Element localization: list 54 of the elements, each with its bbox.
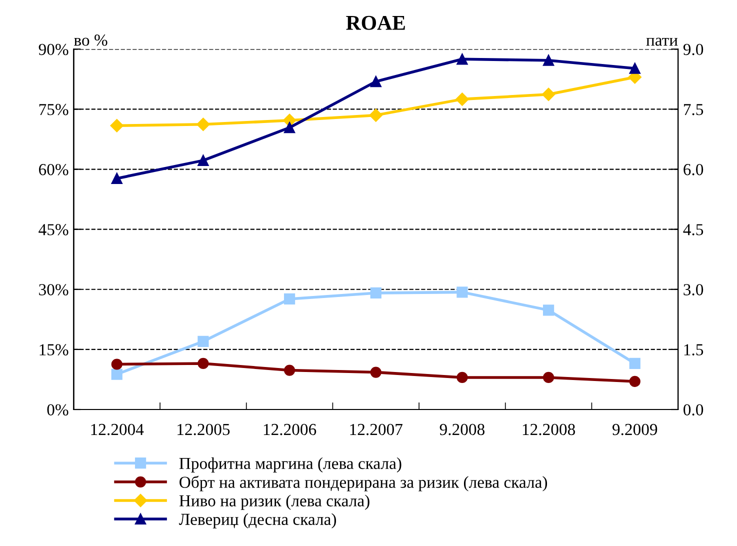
point xyxy=(542,372,554,384)
y2-tick-label: 9.0 xyxy=(683,44,704,56)
legend-label: Профитна маргина (лева скала) xyxy=(179,457,402,472)
point xyxy=(369,108,382,122)
y2-tick-label: 3.0 xyxy=(684,284,704,296)
y2-tick-label: 4.5 xyxy=(683,224,704,236)
point xyxy=(542,88,556,101)
x-tick-label: 9.2009 xyxy=(612,424,658,436)
point xyxy=(111,358,122,370)
x-tick-label: 12.2005 xyxy=(178,424,230,436)
y-tick-label: 60% xyxy=(39,164,68,176)
y-axis-title: во % xyxy=(74,34,108,46)
y2-tick-label: 7.5 xyxy=(684,104,704,116)
legend-label: Левериџ (десна скала) xyxy=(179,513,336,528)
x-tick-label: 12.2006 xyxy=(264,424,316,436)
legend-label: Обрт на активата пондерирана за ризик (лева скала) xyxy=(180,476,548,492)
point xyxy=(198,336,209,347)
point xyxy=(284,122,296,134)
point xyxy=(111,368,122,380)
point xyxy=(370,366,382,378)
y-tick-label: 75% xyxy=(39,104,68,116)
point xyxy=(629,62,640,74)
point xyxy=(198,154,209,166)
x-tick-label: 12.2004 xyxy=(91,424,144,436)
point xyxy=(370,76,382,88)
y2-axis-title: пати xyxy=(646,38,678,46)
point xyxy=(629,376,640,388)
chart-title: ROAE xyxy=(346,16,405,30)
y-tick-label: 45% xyxy=(38,224,68,236)
x-tick-label: 9.2008 xyxy=(440,424,484,436)
point xyxy=(284,293,296,305)
y-tick-label: 0% xyxy=(47,404,68,416)
y-tick-label: 15% xyxy=(40,344,68,356)
y-tick-label: 30% xyxy=(39,284,68,296)
point xyxy=(542,304,554,316)
point xyxy=(370,287,382,299)
point xyxy=(542,54,554,66)
point xyxy=(110,119,124,132)
point xyxy=(629,358,640,370)
legend-label: Ниво на ризик (лева скала) xyxy=(179,494,370,510)
y2-tick-label: 6.0 xyxy=(684,164,704,176)
point xyxy=(198,358,209,370)
y2-tick-label: 1.5 xyxy=(684,344,704,356)
x-tick-label: 12.2007 xyxy=(350,424,402,436)
x-tick-label: 12.2008 xyxy=(522,424,575,436)
point xyxy=(456,92,469,106)
y2-tick-label: 0.0 xyxy=(684,404,704,416)
point xyxy=(284,364,296,376)
point xyxy=(456,286,468,298)
point xyxy=(111,172,122,184)
point xyxy=(196,118,210,132)
point xyxy=(456,372,468,384)
y-tick-label: 90% xyxy=(38,44,68,56)
point xyxy=(456,54,468,65)
